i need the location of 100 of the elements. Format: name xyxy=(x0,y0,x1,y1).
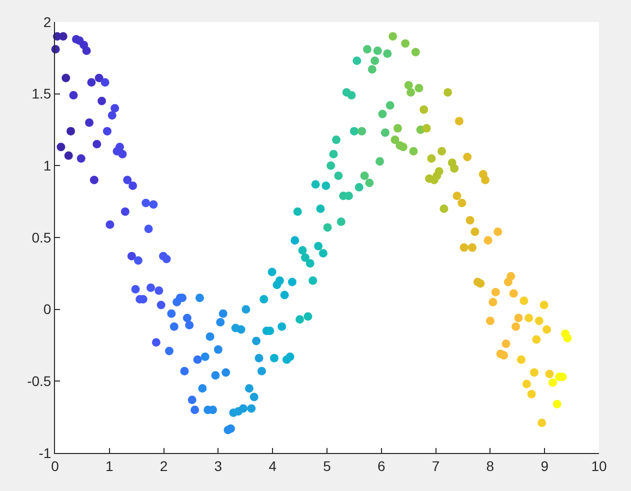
point xyxy=(87,78,96,87)
point xyxy=(64,151,73,160)
y-tick-label: 1 xyxy=(43,158,52,174)
point xyxy=(288,278,296,286)
point xyxy=(427,154,436,163)
point xyxy=(146,284,155,292)
point xyxy=(386,101,394,110)
point xyxy=(406,88,416,97)
point xyxy=(350,126,358,136)
y-tick-label: 0.5 xyxy=(32,229,52,246)
point xyxy=(363,45,372,54)
point xyxy=(326,161,336,170)
point xyxy=(322,182,330,190)
point xyxy=(476,279,485,288)
x-tick-label: 2 xyxy=(160,458,168,474)
point xyxy=(110,104,120,112)
point xyxy=(494,228,502,236)
point xyxy=(368,65,376,74)
point xyxy=(352,56,362,66)
y-tick-label: -1 xyxy=(38,444,52,461)
point xyxy=(167,309,176,318)
point xyxy=(128,182,138,190)
point xyxy=(514,314,523,322)
point xyxy=(527,390,536,398)
point xyxy=(250,392,258,402)
point xyxy=(314,242,323,250)
point xyxy=(242,305,250,314)
point xyxy=(62,74,70,82)
point xyxy=(509,289,518,298)
point xyxy=(226,424,235,433)
point xyxy=(308,276,318,285)
point xyxy=(144,224,153,234)
point xyxy=(538,418,546,428)
point xyxy=(388,32,398,41)
x-tick-label: 10 xyxy=(591,458,607,474)
point xyxy=(278,322,286,331)
point xyxy=(452,192,462,200)
point xyxy=(434,167,444,176)
point xyxy=(486,316,494,326)
point xyxy=(530,368,539,377)
point xyxy=(522,380,531,388)
point xyxy=(481,176,490,184)
point xyxy=(373,46,382,55)
x-tick-label: 1 xyxy=(106,458,114,474)
point xyxy=(244,384,254,393)
point xyxy=(440,204,448,214)
point xyxy=(290,236,300,245)
point xyxy=(470,228,480,236)
point xyxy=(370,56,380,66)
point xyxy=(444,88,452,97)
point xyxy=(156,300,166,310)
point xyxy=(329,150,338,158)
point xyxy=(380,128,390,137)
y-tick-label: 1.5 xyxy=(32,86,52,102)
point xyxy=(516,355,526,364)
point xyxy=(463,152,472,162)
point xyxy=(185,320,194,330)
point xyxy=(298,246,307,255)
point xyxy=(552,400,562,408)
point xyxy=(211,371,220,380)
x-tick-label: 8 xyxy=(486,458,494,474)
point xyxy=(304,312,312,321)
point xyxy=(409,147,418,156)
point xyxy=(238,404,248,413)
point xyxy=(190,406,200,414)
point xyxy=(376,157,384,166)
point xyxy=(90,176,98,184)
point xyxy=(542,325,552,334)
point xyxy=(100,78,110,87)
point xyxy=(94,74,104,82)
point xyxy=(534,316,544,326)
point xyxy=(512,322,520,331)
point xyxy=(306,259,314,268)
point xyxy=(365,178,374,188)
x-tick-label: 4 xyxy=(268,458,277,474)
point xyxy=(532,335,541,344)
x-tick-label: 5 xyxy=(323,458,332,474)
point xyxy=(164,346,174,356)
point xyxy=(131,284,140,294)
point xyxy=(300,253,310,262)
point xyxy=(524,314,534,322)
point xyxy=(76,154,86,163)
point xyxy=(98,96,106,106)
point xyxy=(286,352,294,361)
point xyxy=(468,243,476,252)
point xyxy=(200,352,210,361)
point xyxy=(214,345,222,354)
point xyxy=(404,80,413,90)
point xyxy=(222,368,230,377)
point xyxy=(66,126,76,136)
point xyxy=(127,252,136,260)
point xyxy=(545,370,554,378)
point xyxy=(193,355,202,364)
point xyxy=(272,280,282,290)
point xyxy=(414,84,424,92)
point xyxy=(270,354,278,362)
point xyxy=(360,171,369,180)
point xyxy=(460,243,468,252)
point xyxy=(450,164,459,173)
point xyxy=(236,325,246,334)
